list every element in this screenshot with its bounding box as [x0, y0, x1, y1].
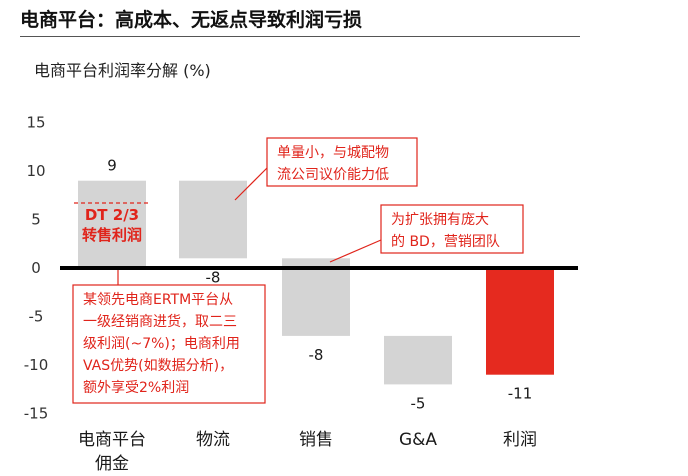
annotation-text: VAS优势(如数据分析)， [83, 358, 233, 374]
annotation-box [266, 137, 418, 187]
annotation-leader-line [234, 167, 268, 201]
y-tick-label: -5 [29, 308, 44, 326]
annotation-text: 某领先电商ERTM平台从 [83, 292, 233, 308]
bar-value-label: 9 [107, 157, 117, 175]
annotation-text: 的 BD，营销团队 [391, 234, 500, 250]
y-tick-label: 15 [26, 114, 45, 132]
y-tick-label: 10 [26, 162, 45, 180]
category-label: 物流 [196, 430, 230, 450]
y-tick-label: -10 [24, 356, 49, 374]
annotation-text: 为扩张拥有庞大 [391, 212, 489, 228]
bar-value-label: -11 [508, 385, 533, 403]
y-tick-label: 5 [31, 211, 41, 229]
dt-resale-label: 转售利润 [82, 226, 142, 244]
category-label: 利润 [503, 430, 537, 450]
chart-subtitle: 电商平台利润率分解 (%) [34, 61, 211, 80]
bar-value-label: -8 [206, 268, 221, 286]
waterfall-bar [179, 180, 247, 259]
dt-resale-label: DT 2/3 [85, 206, 139, 224]
result-bar [486, 268, 554, 375]
y-tick-label: 0 [31, 259, 41, 277]
annotation-text: 单量小，与城配物 [277, 145, 389, 161]
annotation-text: 级利润(~7%)；电商利用 [83, 336, 240, 352]
title-divider [20, 36, 580, 37]
annotation-box [72, 284, 266, 404]
category-label: G&A [399, 430, 437, 450]
category-label: 佣金 [95, 454, 129, 474]
category-label: 销售 [299, 430, 333, 450]
page-title: 电商平台：高成本、无返点导致利润亏损 [20, 9, 363, 31]
annotation-text: 流公司议价能力低 [277, 167, 389, 183]
y-tick-label: -15 [24, 405, 49, 423]
waterfall-bar [384, 335, 452, 385]
annotation-box [380, 204, 524, 254]
waterfall-bar [78, 180, 146, 268]
waterfall-bar [282, 258, 350, 336]
annotation-leader-line [329, 239, 382, 263]
bar-value-label: -5 [411, 394, 426, 412]
bar-value-label: -8 [309, 346, 324, 364]
annotation-text: 额外享受2%利润 [83, 379, 189, 396]
category-label: 电商平台 [78, 430, 146, 450]
annotation-text: 一级经销商进货，取二三 [83, 313, 237, 330]
